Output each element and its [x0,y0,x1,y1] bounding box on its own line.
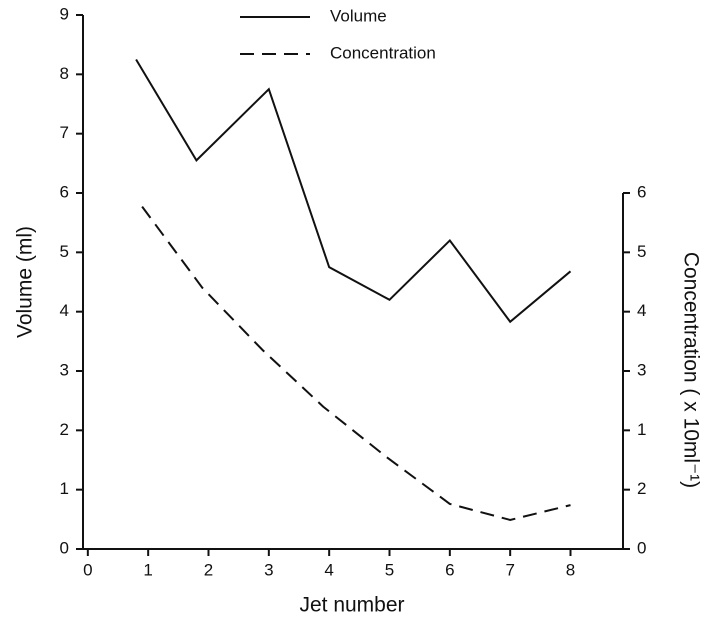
y-tick-label: 0 [60,538,69,557]
y2-tick-label: 2 [637,479,646,498]
x-tick-label: 4 [324,560,333,579]
y2-tick-label: 0 [637,538,646,557]
y2-tick-label: 1 [637,420,646,439]
x-axis-label: Jet number [299,594,404,617]
y-tick-label: 8 [60,64,69,83]
x-tick-label: 1 [143,560,152,579]
y-tick-label: 7 [60,123,69,142]
y2-tick-label: 3 [637,360,646,379]
y-tick-label: 9 [60,4,69,23]
y-tick-label: 2 [60,420,69,439]
data-line [135,58,572,324]
x-tick-label: 6 [445,560,454,579]
x-tick-label: 0 [83,560,92,579]
y2-tick-label: 4 [637,301,646,320]
x-tick-label: 7 [505,560,514,579]
y2-axis-label: Concentration ( x 10ml⁻¹) [679,252,702,488]
legend-label: Concentration [330,43,436,62]
data-line [141,206,571,521]
y-tick-label: 5 [60,242,69,261]
y-tick-label: 6 [60,182,69,201]
legend-label: Volume [330,6,387,25]
x-tick-label: 8 [566,560,575,579]
x-tick-label: 5 [385,560,394,579]
y-axis-label: Volume (ml) [14,226,37,338]
x-tick-label: 2 [204,560,213,579]
y-tick-label: 4 [60,301,69,320]
y-tick-label: 3 [60,360,69,379]
x-tick-label: 3 [264,560,273,579]
y2-tick-label: 6 [637,182,646,201]
y-tick-label: 1 [60,479,69,498]
y2-tick-label: 5 [637,242,646,261]
